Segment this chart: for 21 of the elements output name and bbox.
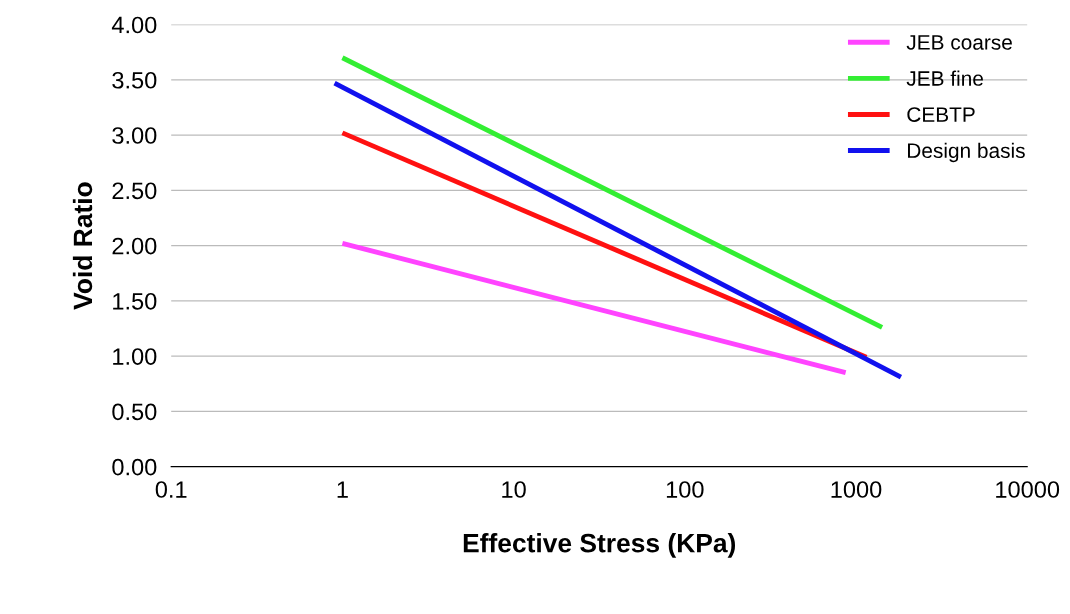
y-tick-label: 0.00	[112, 458, 157, 476]
y-tick-label: 2.50	[112, 182, 157, 200]
y-tick-label: 4.00	[111, 16, 157, 34]
x-tick-label: 1000	[831, 481, 882, 498]
legend-label: CEBTP	[907, 107, 975, 122]
y-tick-label: 3.50	[112, 71, 157, 89]
x-axis-title: Effective Stress (KPa)	[463, 533, 736, 558]
x-tick-label: 10	[502, 481, 526, 498]
x-tick-label: 10000	[996, 481, 1060, 498]
x-tick-label: 100	[666, 481, 704, 498]
y-tick-label: 1.00	[113, 348, 157, 365]
legend-label: JEB coarse	[906, 35, 1012, 50]
y-axis-title: Void Ratio	[72, 182, 93, 310]
x-tick-label: 1	[337, 481, 348, 498]
x-tick-label: 0.1	[155, 481, 187, 498]
y-tick-label: 3.00	[112, 127, 157, 144]
y-tick-label: 0.50	[112, 403, 157, 421]
y-tick-label: 2.00	[112, 237, 157, 255]
legend-label: Design basis	[908, 142, 1025, 163]
legend-label: JEB fine	[906, 70, 983, 86]
y-tick-label: 1.50	[113, 292, 157, 310]
